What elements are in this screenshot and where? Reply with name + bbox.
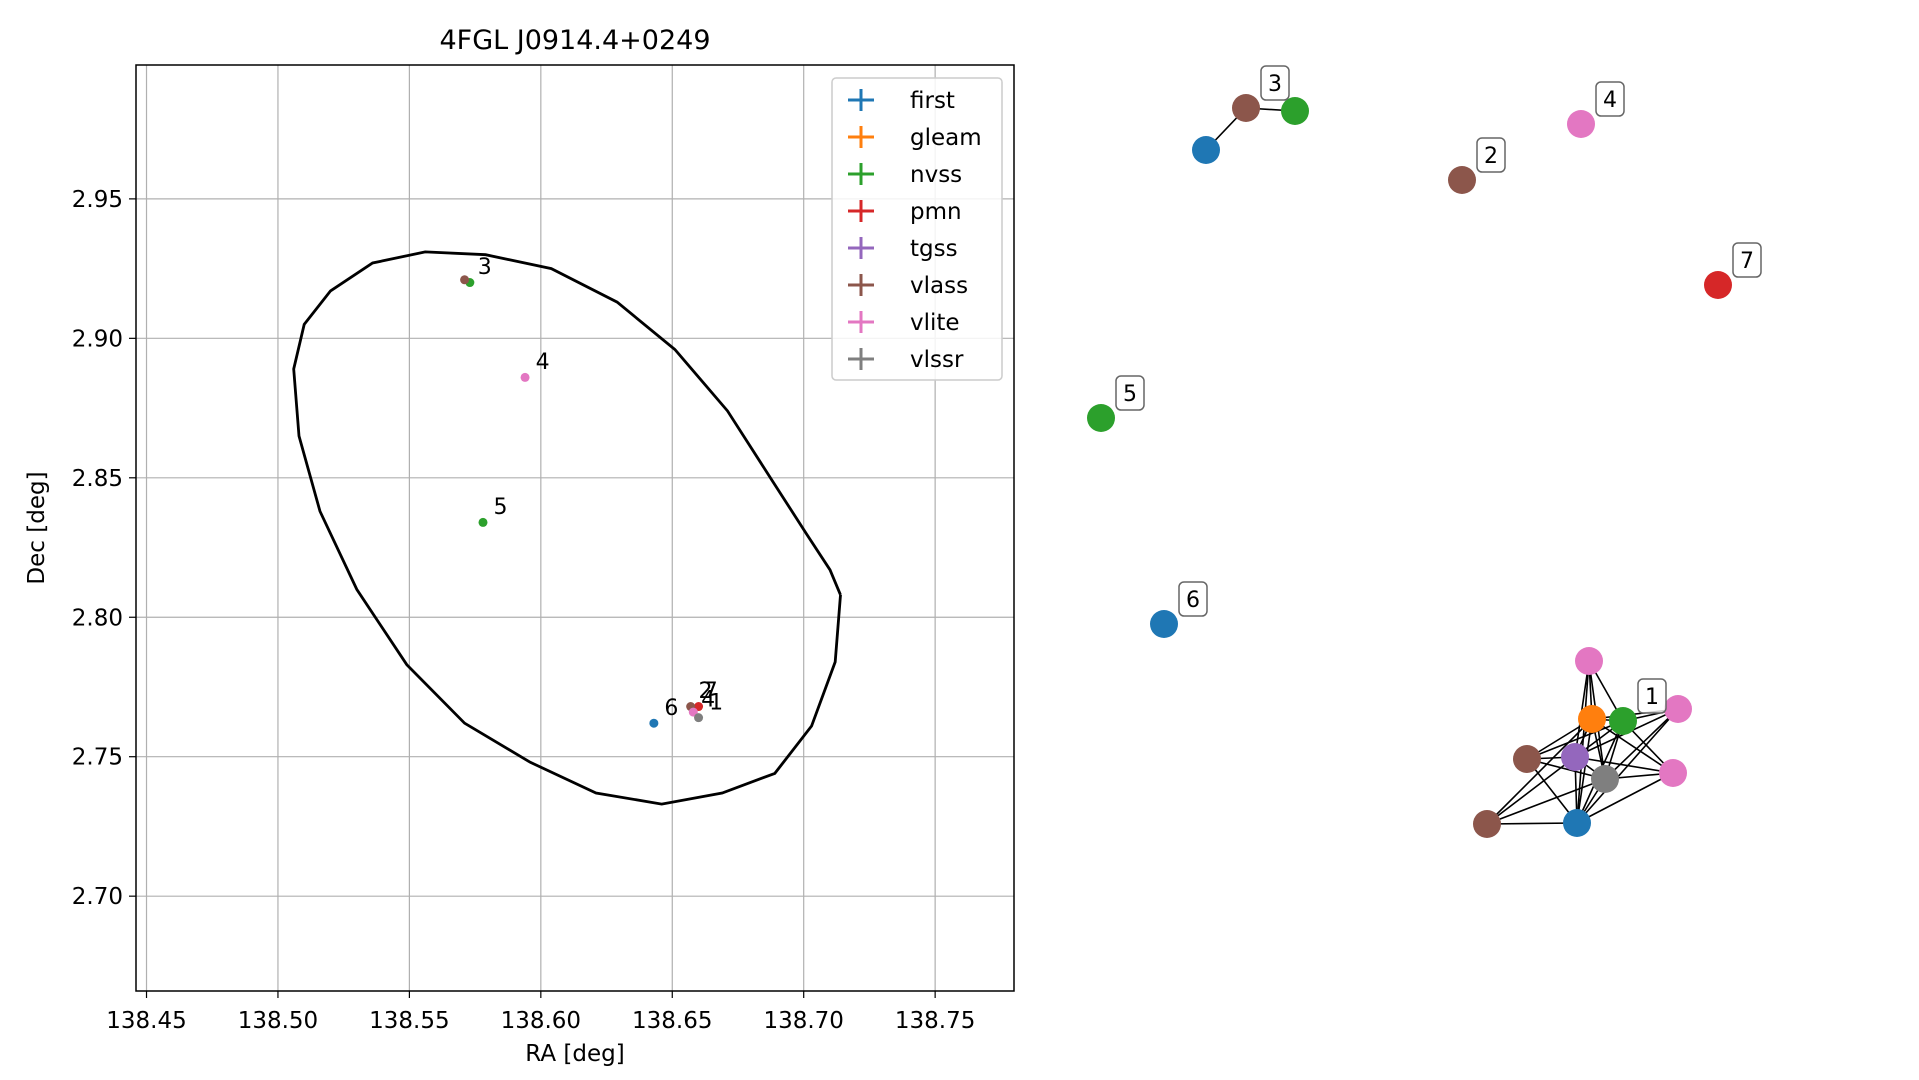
y-axis-label: Dec [deg] [24,471,50,584]
y-tick-label: 2.95 [72,187,123,213]
network-edge [1486,718,1593,825]
network-node [1232,94,1260,122]
point-vlssr [694,713,704,723]
node-label-box [1476,137,1506,173]
x-tick-label: 138.75 [895,1008,975,1034]
network-node [1609,707,1637,735]
network-node [1281,97,1309,125]
point-annotation: 4 [701,688,715,713]
network-edge [1576,718,1593,824]
point-annotation: 1 [709,690,723,715]
network-node [1087,404,1115,432]
legend-label-vlssr: vlssr [910,347,964,373]
legend-label-gleam: gleam [910,125,982,151]
y-tick-label: 2.80 [72,605,123,631]
network-edge [1526,720,1624,760]
legend-label-nvss: nvss [910,162,962,188]
point-layer [460,275,704,728]
node-label: 5 [1123,382,1137,407]
network-edge [1486,778,1606,825]
network-edge [1576,772,1674,824]
ellipse-layer [292,250,842,806]
localization-ellipse [292,250,842,806]
node-label-layer: 3 2 4 7 5 6 1 [1115,65,1762,714]
x-tick-label: 138.60 [501,1008,581,1034]
network-node [1513,745,1541,773]
x-tick-label: 138.45 [106,1008,186,1034]
node-label: 7 [1740,249,1754,274]
network-node [1561,743,1589,771]
point-annotation: 6 [664,696,678,721]
network-edge [1576,660,1590,824]
node-label: 2 [1484,144,1498,169]
node-label: 4 [1603,88,1617,113]
network-node [1664,695,1692,723]
network-edge [1591,718,1674,774]
y-tick-label: 2.75 [72,745,123,771]
node-label-box [1115,375,1145,411]
x-axis-label: RA [deg] [525,1041,624,1067]
point-annotation: 5 [494,495,508,520]
network-node [1575,647,1603,675]
network-node [1659,759,1687,787]
x-tick-label: 138.50 [238,1008,318,1034]
node-label-box [1595,81,1625,117]
point-annotation: 2 [699,679,713,704]
point-annotation: 3 [478,255,492,280]
node-layer [1087,94,1732,838]
x-tick-label: 138.55 [369,1008,449,1034]
network-node [1591,765,1619,793]
legend-box [831,77,1003,381]
legend-label-pmn: pmn [910,199,962,225]
point-annotation: 7 [704,679,718,704]
network-node [1567,110,1595,138]
node-label-box [1260,65,1290,101]
node-label-box [1732,242,1762,278]
network-edge [1486,822,1578,825]
point-annotation: 4 [536,350,550,375]
tick-layer: 138.45 138.50 138.55 138.60 138.65 138.70 138.… [72,187,976,1034]
network-node [1150,610,1178,638]
chart-title: 4FGL J0914.4+0249 [439,25,710,56]
network-edge [1574,660,1590,758]
point-vlass [460,275,470,285]
network-node [1563,809,1591,837]
y-tick-label: 2.90 [72,326,123,352]
axes-frame [135,64,1015,992]
edge-layer [1205,107,1679,825]
node-label: 6 [1186,588,1200,613]
network-node [1192,136,1220,164]
y-tick-label: 2.85 [72,466,123,492]
node-label-box [1637,678,1667,714]
x-tick-label: 138.65 [632,1008,712,1034]
point-first [649,718,659,728]
legend-label-vlite: vlite [910,310,960,336]
legend-label-vlass: vlass [910,273,968,299]
legend-label-tgss: tgss [910,236,958,262]
legend-label-first: first [910,88,955,114]
network-chart: 3 2 4 7 5 6 1 [1087,65,1762,838]
node-label: 1 [1645,685,1659,710]
legend: first gleam nvss pmn tgss vlass vlite vlssr [831,77,1003,381]
network-edge [1574,756,1674,774]
network-node [1578,705,1606,733]
point-vlite [520,372,530,382]
x-tick-label: 138.70 [763,1008,843,1034]
y-tick-label: 2.70 [72,884,123,910]
network-edge [1604,708,1679,780]
node-label: 3 [1268,72,1282,97]
network-edge [1486,756,1576,825]
node-label-box [1178,581,1208,617]
network-node [1704,271,1732,299]
point-nvss [478,517,488,527]
network-node [1448,166,1476,194]
network-node [1473,810,1501,838]
